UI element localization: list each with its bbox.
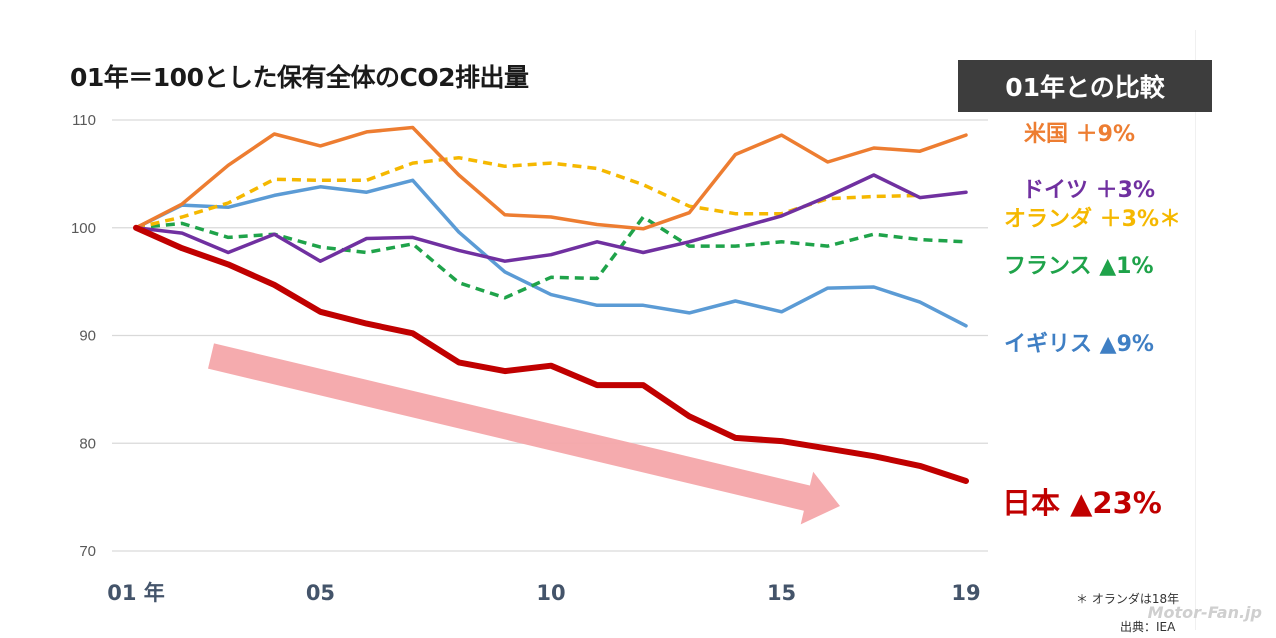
series-label-us: 米国 ＋9%	[1024, 122, 1136, 147]
page-divider	[1195, 30, 1196, 630]
y-tick-label-100: 100	[71, 220, 96, 237]
series-label-japan: 日本 ▲23%	[1002, 486, 1162, 520]
series-line-イギリス	[134, 178, 968, 328]
source-note: 出典：IEA	[1120, 620, 1176, 634]
y-tick-label-110: 110	[72, 112, 96, 129]
chart-axes: 70 80 90 100 110 01 年 05 10 15 19	[71, 112, 981, 605]
footnote: ＊ オランダは18年	[1076, 592, 1180, 606]
comparison-box: 01年との比較	[958, 60, 1212, 112]
x-tick-label-2019: 19	[951, 581, 980, 605]
series-label-germany: ドイツ ＋3%	[1022, 178, 1156, 203]
series-label-netherlands: オランダ ＋3%＊	[1004, 207, 1182, 232]
chart-series	[133, 125, 969, 484]
series-label-uk: イギリス ▲9%	[1004, 332, 1154, 357]
y-tick-label-90: 90	[79, 328, 96, 345]
series-line-米国	[134, 125, 968, 231]
x-tick-label-2005: 05	[306, 581, 335, 605]
x-tick-label-2015: 15	[767, 581, 796, 605]
watermark-logo: Motor-Fan.jp	[1147, 603, 1262, 622]
x-tick-label-2010: 10	[536, 581, 565, 605]
series-line-フランス	[135, 215, 967, 300]
series-line-日本	[133, 224, 969, 484]
series-label-france: フランス ▲1%	[1004, 254, 1154, 279]
y-tick-label-80: 80	[79, 435, 96, 452]
trend-arrow	[208, 343, 840, 525]
x-tick-label-2001: 01 年	[107, 581, 165, 605]
trend-arrow-layer	[208, 343, 840, 525]
series-line-ドイツ	[134, 173, 968, 263]
y-tick-label-70: 70	[79, 543, 96, 560]
chart-grid	[112, 119, 988, 552]
chart-title: 01年＝100とした保有全体のCO2排出量	[70, 63, 529, 92]
